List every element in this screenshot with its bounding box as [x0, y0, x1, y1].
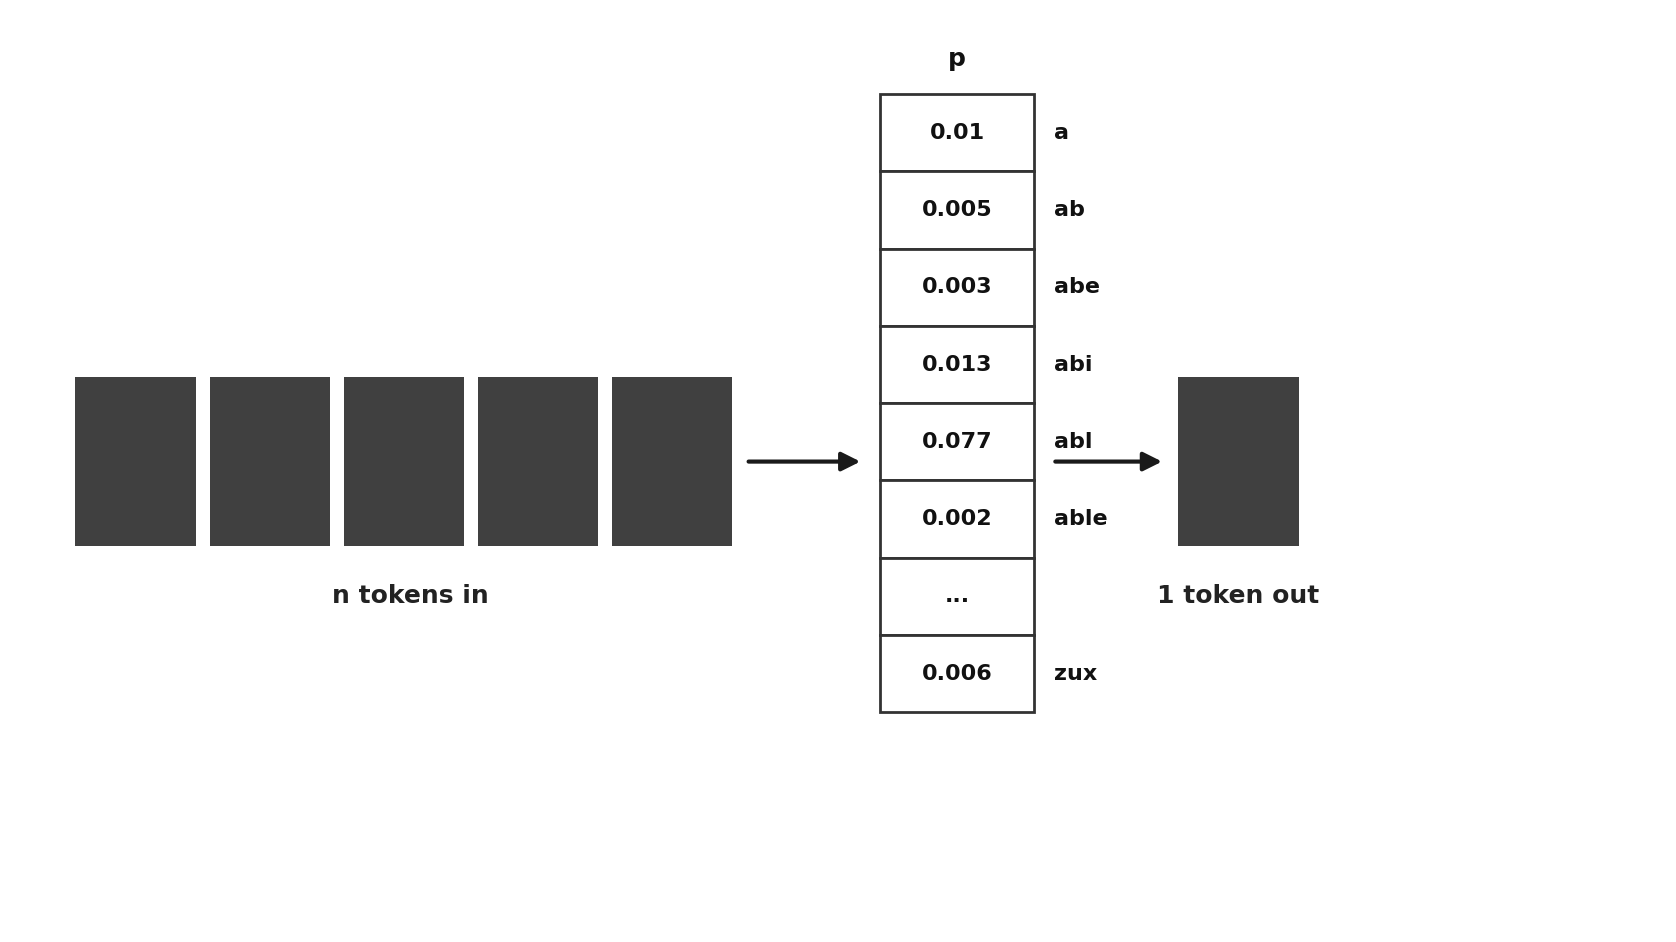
Text: a: a [1054, 122, 1069, 143]
Bar [344, 377, 464, 546]
Text: abi: abi [1054, 354, 1093, 375]
Text: 0.077: 0.077 [922, 431, 992, 452]
Text: abl: abl [1054, 431, 1093, 452]
Text: 0.003: 0.003 [922, 277, 992, 298]
Bar [880, 635, 1034, 712]
Text: 1 token out: 1 token out [1158, 584, 1319, 608]
Bar [880, 558, 1034, 635]
Bar [880, 171, 1034, 249]
Bar [880, 94, 1034, 171]
Text: ab: ab [1054, 200, 1084, 220]
Text: p: p [949, 47, 965, 71]
Bar [612, 377, 732, 546]
Bar [1178, 377, 1299, 546]
Bar [880, 403, 1034, 480]
Text: 0.005: 0.005 [922, 200, 992, 220]
Text: 0.002: 0.002 [922, 509, 992, 529]
Text: n tokens in: n tokens in [332, 584, 489, 608]
Text: zux: zux [1054, 663, 1098, 684]
Bar [880, 249, 1034, 326]
Text: 0.013: 0.013 [922, 354, 992, 375]
Bar [75, 377, 196, 546]
Text: ...: ... [945, 586, 969, 607]
Bar [478, 377, 598, 546]
Bar [210, 377, 330, 546]
Text: abe: abe [1054, 277, 1099, 298]
Bar [880, 480, 1034, 558]
Bar [880, 326, 1034, 403]
Text: 0.006: 0.006 [922, 663, 992, 684]
Text: able: able [1054, 509, 1108, 529]
Text: 0.01: 0.01 [930, 122, 984, 143]
